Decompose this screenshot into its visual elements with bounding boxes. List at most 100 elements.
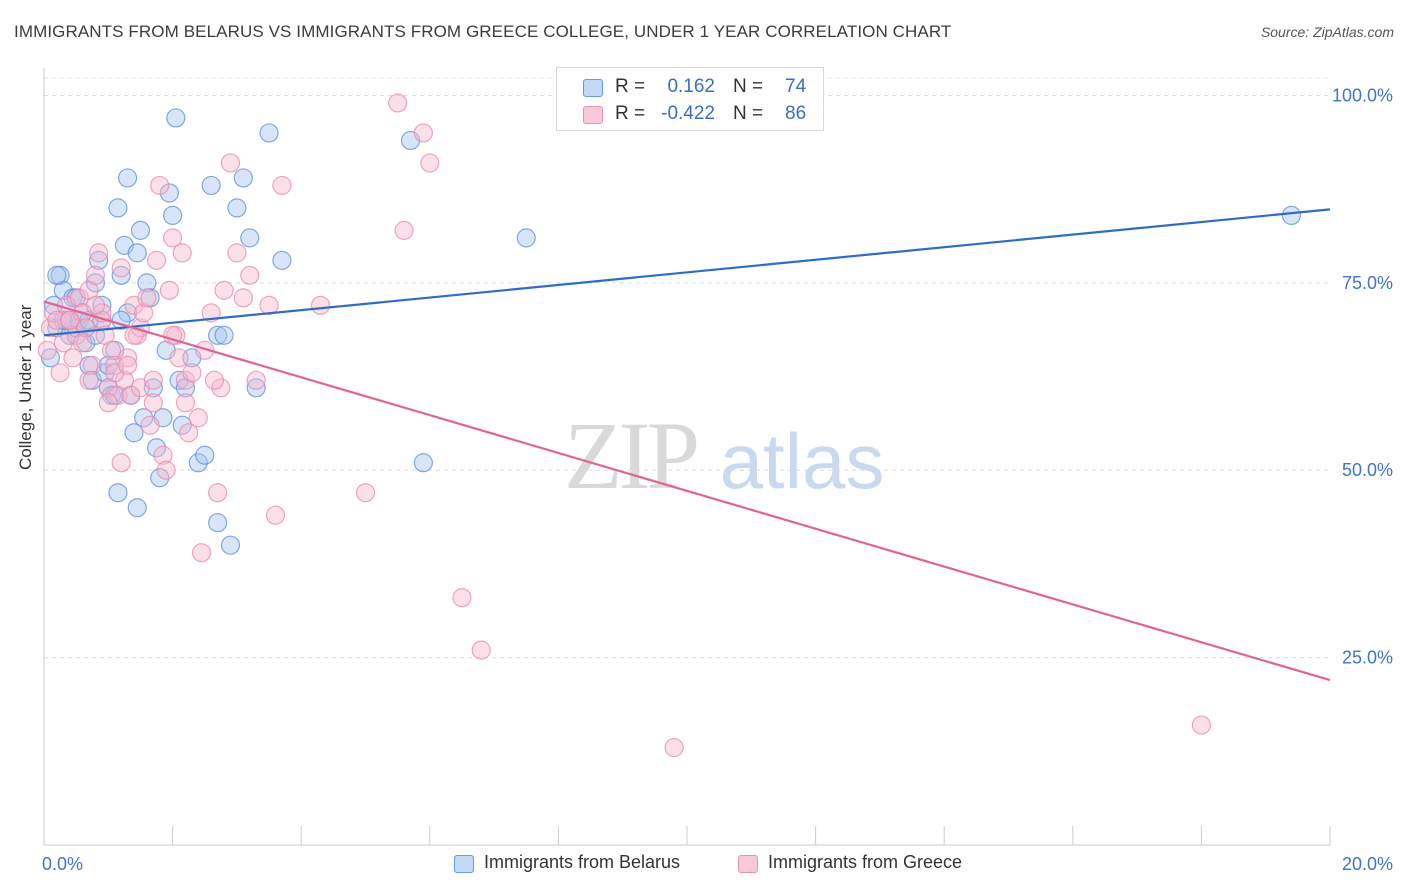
data-point-greece [182, 363, 202, 383]
data-point-belarus [98, 355, 118, 375]
data-point-belarus [117, 168, 138, 188]
data-point-greece [150, 175, 170, 196]
data-point-greece [175, 393, 196, 413]
data-point-greece [137, 288, 157, 308]
data-point-belarus [214, 325, 234, 345]
data-point-belarus [166, 108, 186, 128]
data-point-greece [233, 288, 253, 308]
data-point-belarus [201, 175, 221, 196]
data-point-greece [79, 370, 99, 390]
data-point-greece [204, 370, 224, 390]
trend-line-belarus [43, 208, 1331, 337]
data-point-belarus [259, 123, 279, 143]
data-point-belarus [150, 468, 170, 488]
data-point-belarus [240, 228, 260, 248]
bottom-legend-swatch-greece [738, 855, 758, 873]
trend-line-greece [43, 300, 1331, 682]
axes [43, 68, 1331, 846]
data-point-greece [310, 295, 331, 315]
data-point-greece [85, 295, 106, 315]
data-point-belarus [130, 220, 151, 240]
data-point-belarus [127, 498, 147, 518]
data-point-greece [37, 340, 57, 360]
data-point-greece [471, 640, 491, 660]
data-point-greece [111, 453, 131, 473]
watermark: ZIP atlas [564, 402, 884, 509]
legend-swatch-belarus [583, 79, 603, 97]
data-point-belarus [159, 183, 179, 203]
data-point-greece [246, 370, 266, 390]
data-point-greece [111, 258, 131, 278]
data-point-greece [388, 93, 408, 113]
data-point-greece [82, 355, 102, 375]
data-point-belarus [1281, 205, 1302, 225]
legend-n-value-greece: 86 [785, 103, 807, 124]
chart-title: IMMIGRANTS FROM BELARUS VS IMMIGRANTS FR… [14, 22, 952, 41]
series-belarus-points [40, 108, 1302, 555]
data-point-belarus [127, 243, 147, 263]
watermark-zip: ZIP [564, 402, 697, 509]
data-point-belarus [117, 303, 138, 323]
data-point-greece [143, 393, 163, 413]
data-point-greece [201, 303, 221, 323]
data-point-greece [117, 348, 138, 368]
tick-labels: 25.0% 50.0% 75.0% 100.0% 0.0% 20.0% [42, 85, 1393, 874]
data-point-greece [69, 288, 89, 308]
data-point-belarus [208, 325, 228, 345]
data-point-greece [163, 228, 183, 248]
data-point-greece [179, 423, 199, 443]
data-point-greece [191, 543, 212, 563]
data-point-greece [169, 348, 189, 368]
data-point-belarus [124, 423, 144, 443]
data-point-belarus [208, 513, 228, 533]
data-point-belarus [233, 168, 253, 188]
data-point-belarus [172, 415, 192, 435]
watermark-atlas: atlas [720, 417, 885, 505]
legend-r-value-greece: -0.422 [661, 103, 715, 124]
legend-row-belarus: R = 0.162 N = 74 [557, 74, 823, 100]
data-point-greece [240, 265, 260, 285]
data-point-greece [220, 153, 241, 173]
data-point-belarus [108, 483, 128, 503]
data-point-greece [72, 333, 93, 353]
data-point-belarus [272, 250, 292, 270]
data-point-belarus [146, 438, 167, 458]
data-point-greece [40, 318, 61, 338]
x-tick-label: 0.0% [42, 854, 83, 874]
data-point-belarus [516, 228, 536, 248]
series-greece-points [37, 93, 1212, 758]
data-point-belarus [89, 250, 109, 270]
data-point-greece [208, 483, 228, 503]
data-point-greece [355, 483, 376, 503]
data-point-greece [272, 175, 292, 196]
data-point-greece [265, 505, 286, 525]
stats-legend: R = 0.162 N = 74 R = -0.422 N = 86 [556, 67, 824, 131]
legend-r-value-belarus: 0.162 [667, 76, 715, 97]
data-point-greece [172, 243, 192, 263]
data-point-greece [214, 280, 234, 300]
data-point-belarus [137, 273, 157, 293]
data-point-greece [98, 393, 118, 413]
data-point-greece [153, 445, 173, 465]
data-point-greece [50, 363, 70, 383]
data-point-greece [85, 265, 106, 285]
data-point-greece [89, 243, 109, 263]
legend-n-value-belarus: 74 [785, 76, 807, 97]
data-point-belarus [108, 198, 128, 218]
y-tick-label: 50.0% [1342, 460, 1393, 480]
y-axis-title: College, Under 1 year [16, 304, 35, 470]
data-point-greece [117, 355, 138, 375]
data-point-greece [1191, 715, 1212, 735]
data-point-greece [664, 737, 684, 758]
data-point-belarus [163, 205, 183, 225]
data-point-belarus [220, 535, 241, 555]
data-point-greece [420, 153, 440, 173]
data-point-greece [413, 123, 433, 143]
data-point-greece [60, 310, 80, 330]
data-point-greece [156, 460, 176, 480]
legend-n-label: N = [733, 76, 764, 97]
data-point-greece [159, 280, 179, 300]
data-point-greece [452, 588, 472, 608]
data-point-greece [188, 408, 208, 428]
legend-n-label: N = [733, 103, 764, 124]
